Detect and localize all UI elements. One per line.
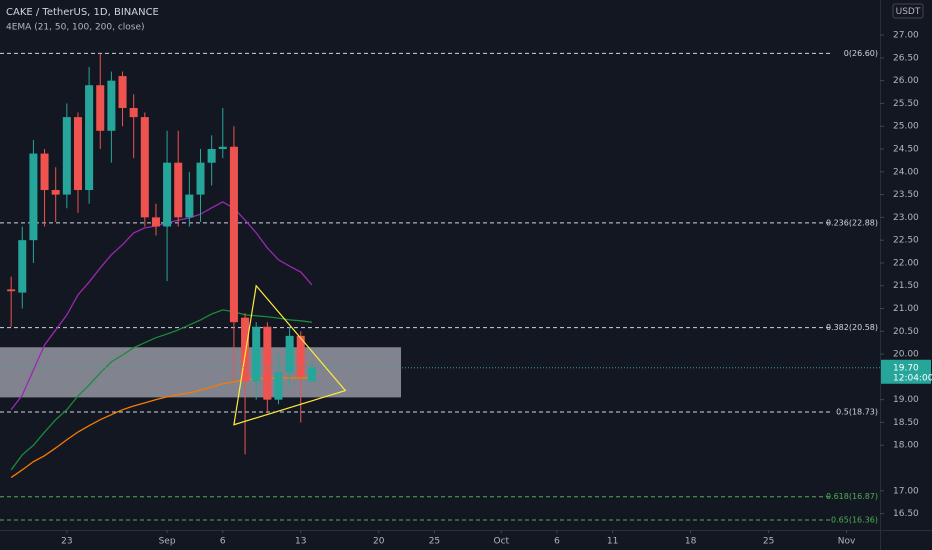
triangle-drawing — [233, 284, 347, 426]
y-tick-label: 21.50 — [893, 281, 919, 291]
y-tick-label: 18.00 — [893, 441, 919, 451]
candle-body — [107, 80, 116, 131]
y-tick-label: 24.50 — [893, 145, 919, 155]
y-tick-label: 22.00 — [893, 258, 919, 268]
fib-label: 0.618(16.87) — [826, 492, 878, 501]
countdown: 12:04:00 — [893, 373, 932, 383]
candle-body — [85, 85, 94, 191]
candle-body — [96, 85, 105, 131]
plot: 0(26.60) 0.236(22.88) 0.382(20.58) 0.5(18.7… — [0, 49, 880, 524]
y-tick-label: 16.50 — [893, 509, 919, 519]
candle-body — [62, 117, 71, 195]
candle-body — [196, 162, 205, 195]
candle-body — [296, 335, 305, 377]
candle-body — [51, 190, 60, 195]
ema-line — [10, 201, 313, 411]
candle-body — [241, 317, 250, 382]
candle-body — [7, 289, 16, 292]
x-tick-label: 20 — [373, 537, 385, 547]
fib-label: 0.5(18.73) — [836, 407, 878, 416]
fib-label: 0.236(22.88) — [826, 218, 878, 227]
currency-box[interactable] — [892, 3, 924, 19]
y-tick-label: 17.00 — [893, 486, 919, 496]
y-tick-label: 26.50 — [893, 53, 919, 63]
ema-line — [10, 309, 312, 471]
y-tick-label: 21.00 — [893, 304, 919, 314]
x-tick-label: 25 — [429, 537, 440, 547]
candle-body — [229, 146, 238, 323]
candle-body — [29, 153, 38, 241]
candle-body — [285, 335, 294, 373]
support-zone — [0, 347, 402, 398]
fib-label: 0.382(20.58) — [826, 323, 878, 332]
x-tick-label: 23 — [61, 537, 72, 547]
y-tick-label: 26.00 — [893, 76, 919, 86]
x-tick-label: 13 — [295, 537, 306, 547]
indicator-label: 4EMA (21, 50, 100, 200, close) — [6, 23, 145, 33]
fib-label: 0.65(16.36) — [831, 515, 878, 524]
candle-body — [218, 146, 227, 150]
y-tick-label: 24.00 — [893, 167, 919, 177]
candle-body — [274, 372, 283, 400]
last-price-box — [881, 359, 931, 384]
candle-body — [307, 367, 316, 382]
x-tick-label: 25 — [763, 537, 774, 547]
y-tick-label: 25.00 — [893, 122, 919, 132]
y-tick-label: 18.50 — [893, 418, 919, 428]
y-tick-label: 23.50 — [893, 190, 919, 200]
y-tick-label: 22.50 — [893, 236, 919, 246]
x-tick-label: 11 — [607, 537, 618, 547]
candle-body — [207, 149, 216, 163]
x-tick-label: Oct — [493, 537, 509, 547]
y-tick-label: 20.00 — [893, 350, 919, 360]
x-tick-label: 6 — [554, 537, 560, 547]
candle-body — [252, 326, 261, 382]
x-tick-label: Sep — [159, 537, 176, 547]
y-tick-label: 20.50 — [893, 327, 919, 337]
ema-line — [10, 377, 312, 479]
fib-label: 0(26.60) — [844, 49, 878, 58]
candle-body — [163, 162, 172, 227]
last-price-label: 19.70 — [893, 363, 919, 373]
candle-body — [118, 76, 127, 109]
x-tick-label: 6 — [220, 537, 226, 547]
y-tick-label: 19.00 — [893, 395, 919, 405]
y-tick-label: 25.50 — [893, 99, 919, 109]
candle-body — [140, 117, 149, 218]
y-tick-label: 23.00 — [893, 213, 919, 223]
candle-body — [151, 217, 160, 227]
candle-body — [73, 117, 82, 191]
x-tick-label: Nov — [838, 537, 856, 547]
candle-body — [18, 240, 27, 293]
candle-body — [263, 326, 272, 400]
candle-body — [174, 162, 183, 218]
candle-body — [185, 194, 194, 218]
candle-body — [40, 153, 49, 191]
chart-title: CAKE / TetherUS, 1D, BINANCE — [6, 7, 159, 18]
x-tick-label: 18 — [685, 537, 697, 547]
currency[interactable]: USDT — [896, 7, 921, 17]
y-tick-label: 27.00 — [893, 31, 919, 41]
candle-body — [129, 108, 138, 118]
